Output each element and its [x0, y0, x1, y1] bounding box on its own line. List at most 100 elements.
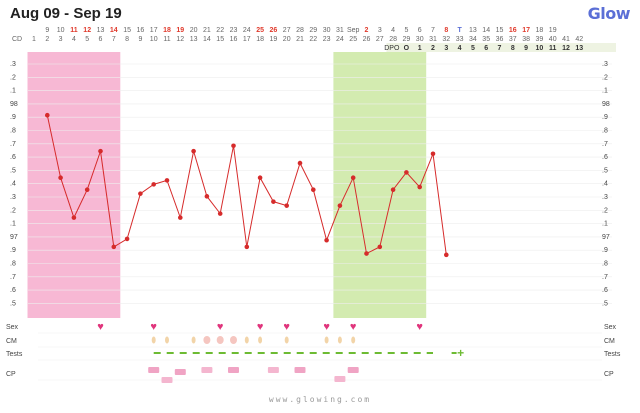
dpo-label: 8 — [511, 45, 515, 52]
date-label: 3 — [378, 27, 382, 34]
y-tick-left: .8 — [10, 261, 16, 268]
heart-icon: ♥ — [150, 321, 157, 333]
temperature-point — [350, 175, 356, 181]
y-tick-right: .2 — [602, 74, 608, 81]
heart-icon: ♥ — [257, 321, 264, 333]
date-label: 23 — [230, 27, 238, 34]
y-tick-right: .4 — [602, 181, 608, 188]
temperature-point — [71, 215, 77, 220]
temperature-point — [244, 244, 250, 250]
y-tick-left: .2 — [10, 207, 16, 214]
cd-label: 39 — [536, 36, 544, 43]
dpo-band — [386, 43, 616, 52]
cm-drop-icon — [284, 336, 289, 344]
cd-label: 26 — [363, 36, 371, 43]
cd-label: 42 — [575, 36, 583, 43]
cm-drop-icon — [203, 336, 211, 344]
cd-label: 17 — [243, 36, 251, 43]
y-tick-left: .5 — [10, 167, 16, 174]
date-label: 16 — [137, 27, 145, 34]
date-label: 10 — [57, 27, 65, 34]
temperature-point — [311, 187, 316, 192]
date-label: 11 — [70, 27, 78, 34]
date-label: 25 — [256, 27, 264, 34]
cm-drop-icon — [151, 336, 156, 344]
fertile-window — [333, 52, 427, 318]
y-tick-right: .8 — [602, 128, 608, 135]
date-label: 18 — [163, 27, 171, 34]
dpo-label: 10 — [536, 45, 544, 52]
y-tick-left: .9 — [10, 114, 16, 121]
dpo-label: 7 — [498, 45, 502, 52]
cm-drop-icon — [324, 336, 329, 344]
cp-block — [294, 367, 306, 373]
cd-label: 33 — [456, 36, 464, 43]
date-label: 18 — [536, 27, 544, 34]
cm-drop-icon — [244, 336, 249, 344]
temperature-point — [364, 251, 369, 256]
y-tick-left: .5 — [10, 300, 16, 307]
cm-drop-icon — [191, 336, 196, 344]
temperature-point — [430, 151, 436, 157]
cd-label: 2 — [45, 36, 49, 43]
y-tick-right: 98 — [602, 101, 610, 108]
temperature-point — [204, 194, 210, 199]
y-tick-right: .6 — [602, 154, 608, 161]
date-label: 29 — [309, 27, 317, 34]
temperature-point — [271, 199, 276, 204]
dpo-label: 3 — [444, 45, 448, 52]
date-label: 30 — [323, 27, 331, 34]
cd-label: 24 — [336, 36, 344, 43]
cp-block — [228, 367, 239, 373]
cd-label: 31 — [429, 36, 437, 43]
cd-label: 11 — [163, 36, 170, 43]
heart-icon: ♥ — [350, 321, 357, 333]
y-tick-right: .3 — [602, 61, 608, 68]
dpo-label: 4 — [458, 45, 462, 52]
date-label: 24 — [243, 27, 251, 34]
cd-label: 38 — [522, 36, 530, 43]
temperature-point — [111, 244, 117, 250]
row-label-right-cp: CP — [604, 371, 614, 378]
temperature-point — [337, 203, 343, 208]
row-label-tests: Tests — [6, 351, 23, 358]
y-tick-left: .6 — [10, 154, 16, 161]
test-positive-icon: + — [457, 346, 464, 360]
y-tick-right: .7 — [602, 141, 608, 148]
cd-label: 41 — [562, 36, 570, 43]
dpo-label: 2 — [431, 45, 435, 52]
heart-icon: ♥ — [97, 321, 104, 333]
y-tick-right: .3 — [602, 194, 608, 201]
cm-drop-icon — [337, 336, 342, 344]
temperature-point — [124, 236, 130, 242]
y-tick-left: .1 — [10, 221, 16, 228]
date-label: 16 — [509, 27, 517, 34]
heart-icon: ♥ — [217, 321, 224, 333]
cd-label: 13 — [190, 36, 198, 43]
cd-label: 21 — [296, 36, 304, 43]
y-tick-right: .8 — [602, 261, 608, 268]
temperature-point — [257, 175, 263, 181]
date-label: 13 — [97, 27, 105, 34]
cd-label: 40 — [549, 36, 557, 43]
temperature-point — [377, 244, 383, 250]
y-tick-left: .1 — [10, 88, 16, 95]
y-tick-left: .4 — [10, 181, 16, 188]
y-tick-left: .6 — [10, 287, 16, 294]
cm-drop-icon — [216, 336, 224, 344]
temperature-point — [390, 187, 396, 192]
y-tick-left: 98 — [10, 101, 18, 108]
temperature-point — [45, 112, 50, 118]
dpo-label: 9 — [524, 45, 528, 52]
date-label: 12 — [83, 27, 91, 34]
date-label: 17 — [522, 27, 530, 34]
cd-label: 10 — [150, 36, 158, 43]
y-tick-right: .9 — [602, 114, 608, 121]
date-label: 19 — [549, 27, 557, 34]
page-title: Aug 09 - Sep 19 — [10, 5, 122, 22]
cd-label: 18 — [256, 36, 264, 43]
temperature-point — [178, 215, 183, 220]
cd-label: 15 — [216, 36, 224, 43]
cd-label: 9 — [138, 36, 142, 43]
